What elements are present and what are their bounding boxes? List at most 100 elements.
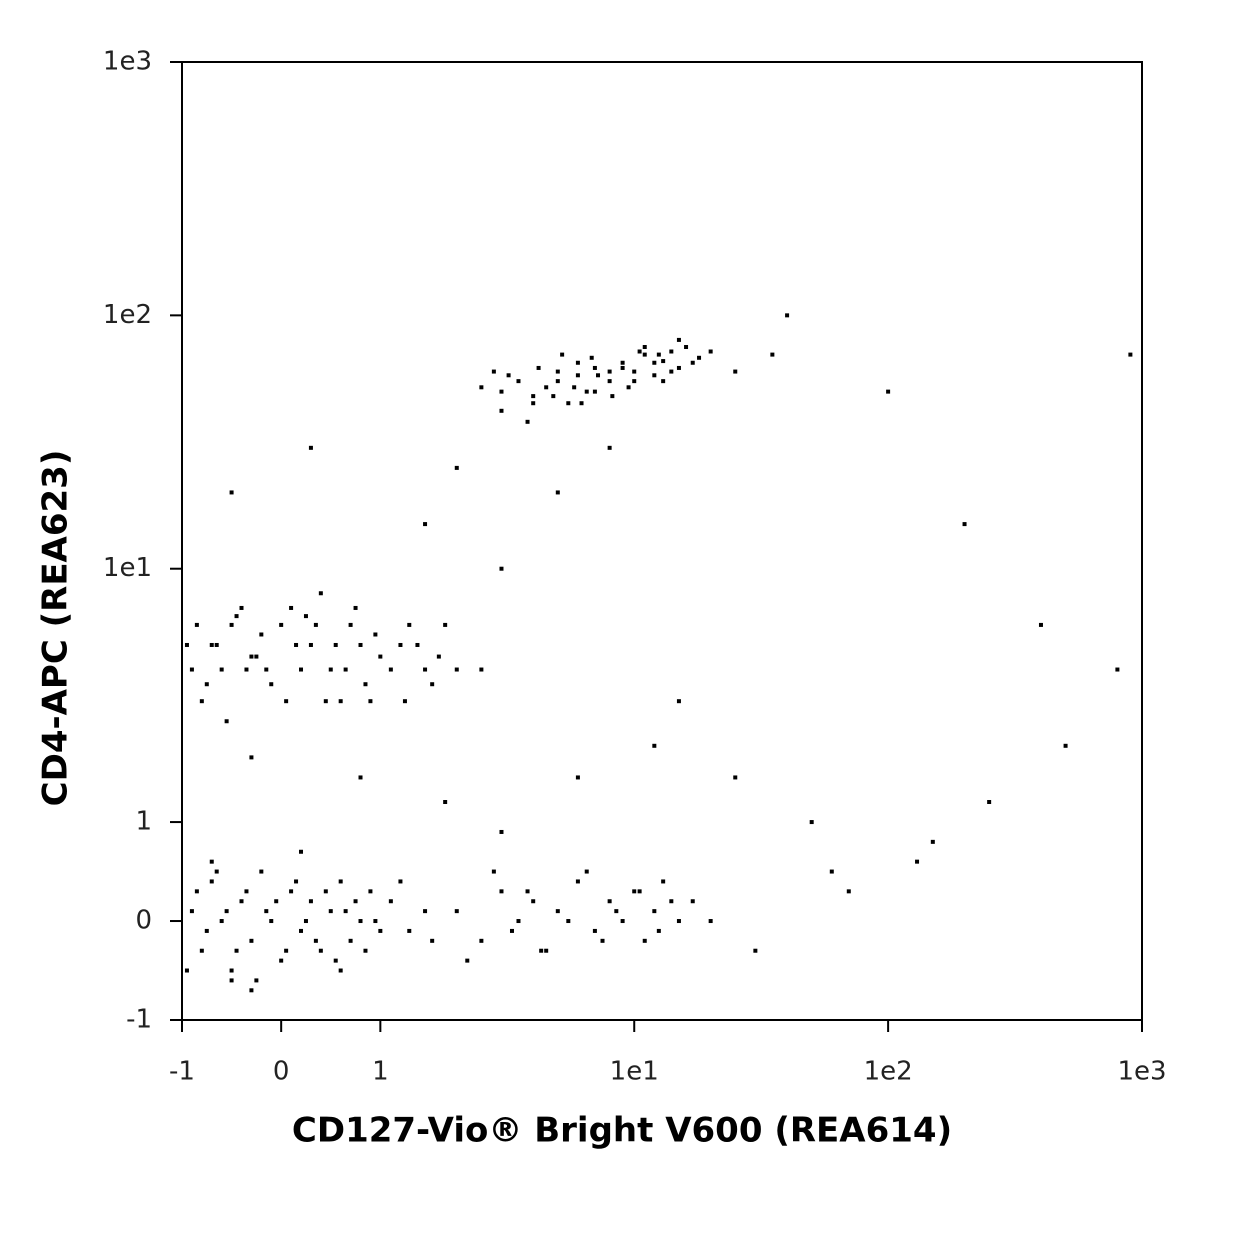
point [592,365,597,370]
point [289,605,294,610]
x-tick-label: 1e1 [610,1057,659,1087]
point [333,958,338,963]
point [499,566,504,571]
x-tick-label: 1e3 [1117,1057,1166,1087]
point [303,614,308,619]
y-tick-label: 1e2 [103,300,152,330]
point [368,889,373,894]
point [676,699,681,704]
point [584,869,589,874]
point [1038,622,1043,627]
point [661,359,666,364]
point [244,667,249,672]
point [592,928,597,933]
point [642,352,647,357]
point [244,889,249,894]
point [770,352,775,357]
x-axis-label: CD127-Vio® Bright V600 (REA614) [292,1111,952,1151]
point [214,869,219,874]
point [249,755,254,760]
point [785,313,790,318]
point [566,401,571,406]
point [402,699,407,704]
point [607,899,612,904]
point [249,654,254,659]
point [575,879,580,884]
point [328,667,333,672]
point [506,373,511,378]
point [499,829,504,834]
point [398,642,403,647]
point [388,899,393,904]
point [443,800,448,805]
point [491,369,496,374]
point [338,699,343,704]
point [303,919,308,924]
point [264,909,269,914]
point [308,642,313,647]
plot-frame [181,61,1143,1021]
point [443,622,448,627]
point [239,605,244,610]
point [626,385,631,390]
point [846,889,851,894]
point [423,909,428,914]
point [209,859,214,864]
point [219,919,224,924]
point [1115,667,1120,672]
point [656,352,661,357]
point [209,642,214,647]
point [607,379,612,384]
point [204,682,209,687]
point [229,622,234,627]
point [423,522,428,527]
point [234,948,239,953]
point [269,682,274,687]
point [592,389,597,394]
point [407,928,412,933]
point [544,948,549,953]
point [509,928,514,933]
point [407,622,412,627]
point [199,699,204,704]
point [254,978,259,983]
point [690,360,695,365]
point [269,919,274,924]
point [579,401,584,406]
point [652,360,657,365]
point [189,909,194,914]
point [343,909,348,914]
point [454,465,459,470]
point [1128,352,1133,357]
point [697,355,702,360]
point [229,968,234,973]
point [388,667,393,672]
y-tick-label: 1 [135,807,152,837]
point [607,445,612,450]
point [544,385,549,390]
point [531,394,536,399]
point [589,355,594,360]
point [318,948,323,953]
point [669,899,674,904]
point [348,938,353,943]
point [620,365,625,370]
point [669,369,674,374]
point [454,909,459,914]
point [632,889,637,894]
point [575,373,580,378]
y-tick-label: -1 [126,1005,152,1035]
point [555,369,560,374]
point [279,958,284,963]
x-tick-label: -1 [169,1057,195,1087]
point [584,389,589,394]
point [254,654,259,659]
point [560,352,565,357]
point [499,408,504,413]
point [733,775,738,780]
y-tick-label: 1e3 [103,47,152,77]
point [614,909,619,914]
point [209,879,214,884]
point [676,337,681,342]
